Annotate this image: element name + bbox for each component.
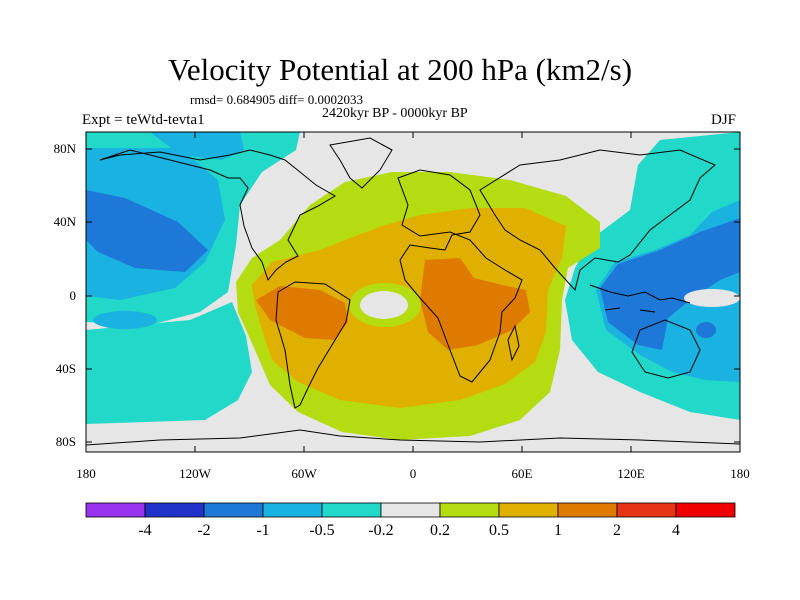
colorbar-box: [616, 502, 677, 518]
colorbar-label: 1: [554, 522, 562, 539]
colorbar-label: -1: [256, 522, 270, 539]
colorbar-box: [498, 502, 559, 518]
contour-neg-small-west: [93, 311, 157, 329]
colorbar-box: [321, 502, 382, 518]
colorbar-label: -0.2: [368, 522, 394, 539]
colorbar-box: [85, 502, 146, 518]
colorbar-box: [203, 502, 264, 518]
contour-field: [86, 132, 740, 452]
lat-label-0: 0: [69, 288, 77, 303]
coast-antarctica: [86, 429, 740, 446]
coast-madagascar: [507, 324, 520, 362]
contour-neg-arctic: [150, 132, 244, 160]
axis-ticks: [86, 132, 740, 452]
colorbar-label: -0.5: [309, 522, 335, 539]
coast-europe-africa: [397, 169, 523, 383]
lon-label-60e: 60E: [511, 466, 533, 481]
colorbar-box: [675, 502, 736, 518]
lon-label-180w: 180: [76, 466, 96, 481]
colorbar: [85, 502, 736, 518]
experiment-label: Expt = teWtd-tevta1: [82, 112, 205, 128]
contour-neg-east-core: [600, 218, 740, 350]
contour-pos-1-sa: [256, 286, 348, 340]
lon-label-60w: 60W: [291, 466, 317, 481]
lon-label-0: 0: [409, 466, 417, 481]
colorbar-box: [144, 502, 205, 518]
colorbar-box: [380, 502, 441, 518]
lon-label-120e: 120E: [617, 466, 645, 481]
stats-line: rmsd= 0.684905 diff= 0.0002033: [190, 92, 363, 107]
contour-neg-pacific-south: [86, 302, 252, 424]
contour-neg-nepac-core: [86, 190, 208, 272]
contour-neg-east-blob: [696, 322, 716, 338]
lat-label-40n: 40N: [53, 214, 76, 229]
colorbar-label: 0.5: [489, 522, 509, 539]
map-title: Velocity Potential at 200 hPa (km2/s): [167, 52, 633, 87]
coastlines: [86, 137, 740, 446]
lat-label-80s: 80S: [55, 434, 76, 449]
coast-south-america: [275, 281, 351, 409]
lat-label-40s: 40S: [55, 361, 76, 376]
coast-indonesia: [589, 284, 691, 313]
coast-greenland: [329, 137, 393, 189]
colorbar-label: 4: [672, 522, 680, 539]
contour-pos-1-africa: [420, 258, 530, 350]
colorbar-label: -4: [138, 522, 152, 539]
colorbar-label: -2: [197, 522, 211, 539]
colorbar-box: [262, 502, 323, 518]
period-label: 2420kyr BP - 0000kyr BP: [322, 106, 468, 121]
coast-asia: [479, 149, 716, 292]
contour-zero-atlantic: [360, 291, 408, 319]
lat-label-80n: 80N: [53, 141, 76, 156]
colorbar-label: 2: [613, 522, 621, 539]
lon-label-120w: 120W: [179, 466, 211, 481]
coast-australia: [631, 319, 701, 379]
colorbar-box: [557, 502, 618, 518]
coast-north-america: [99, 149, 336, 282]
contour-near-zero-east: [684, 289, 740, 307]
season-label: DJF: [711, 112, 737, 128]
lon-label-180e: 180: [730, 466, 750, 481]
colorbar-box: [439, 502, 500, 518]
colorbar-label: 0.2: [430, 522, 450, 539]
